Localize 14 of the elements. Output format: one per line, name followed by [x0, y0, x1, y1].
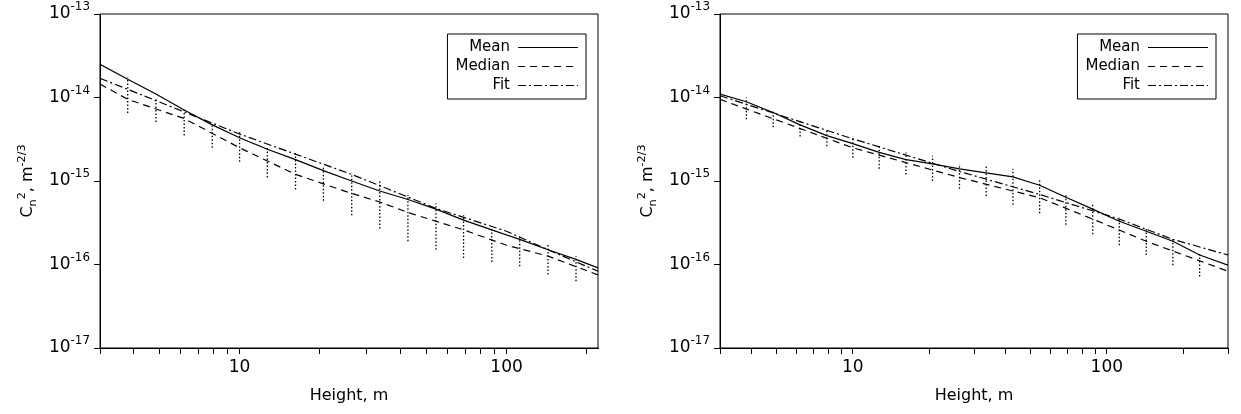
x-axis-title: Height, m [309, 385, 389, 405]
x-tick-label: 10 [842, 356, 864, 377]
legend-label: Median [1085, 56, 1140, 75]
legend-label: Mean [1099, 37, 1141, 56]
x-tick-label: 100 [1090, 356, 1124, 377]
y-axis-title: Cn2, m-2/3 [14, 144, 39, 218]
x-axis-title: Height, m [934, 385, 1014, 405]
y-axis-title: Cn2, m-2/3 [634, 144, 659, 218]
legend-label: Fit [1122, 75, 1141, 94]
legend-label: Median [455, 56, 510, 75]
x-tick-label: 100 [490, 356, 523, 377]
legend-label: Fit [492, 75, 511, 94]
legend-label: Mean [469, 37, 511, 56]
x-tick-label: 10 [228, 356, 251, 377]
